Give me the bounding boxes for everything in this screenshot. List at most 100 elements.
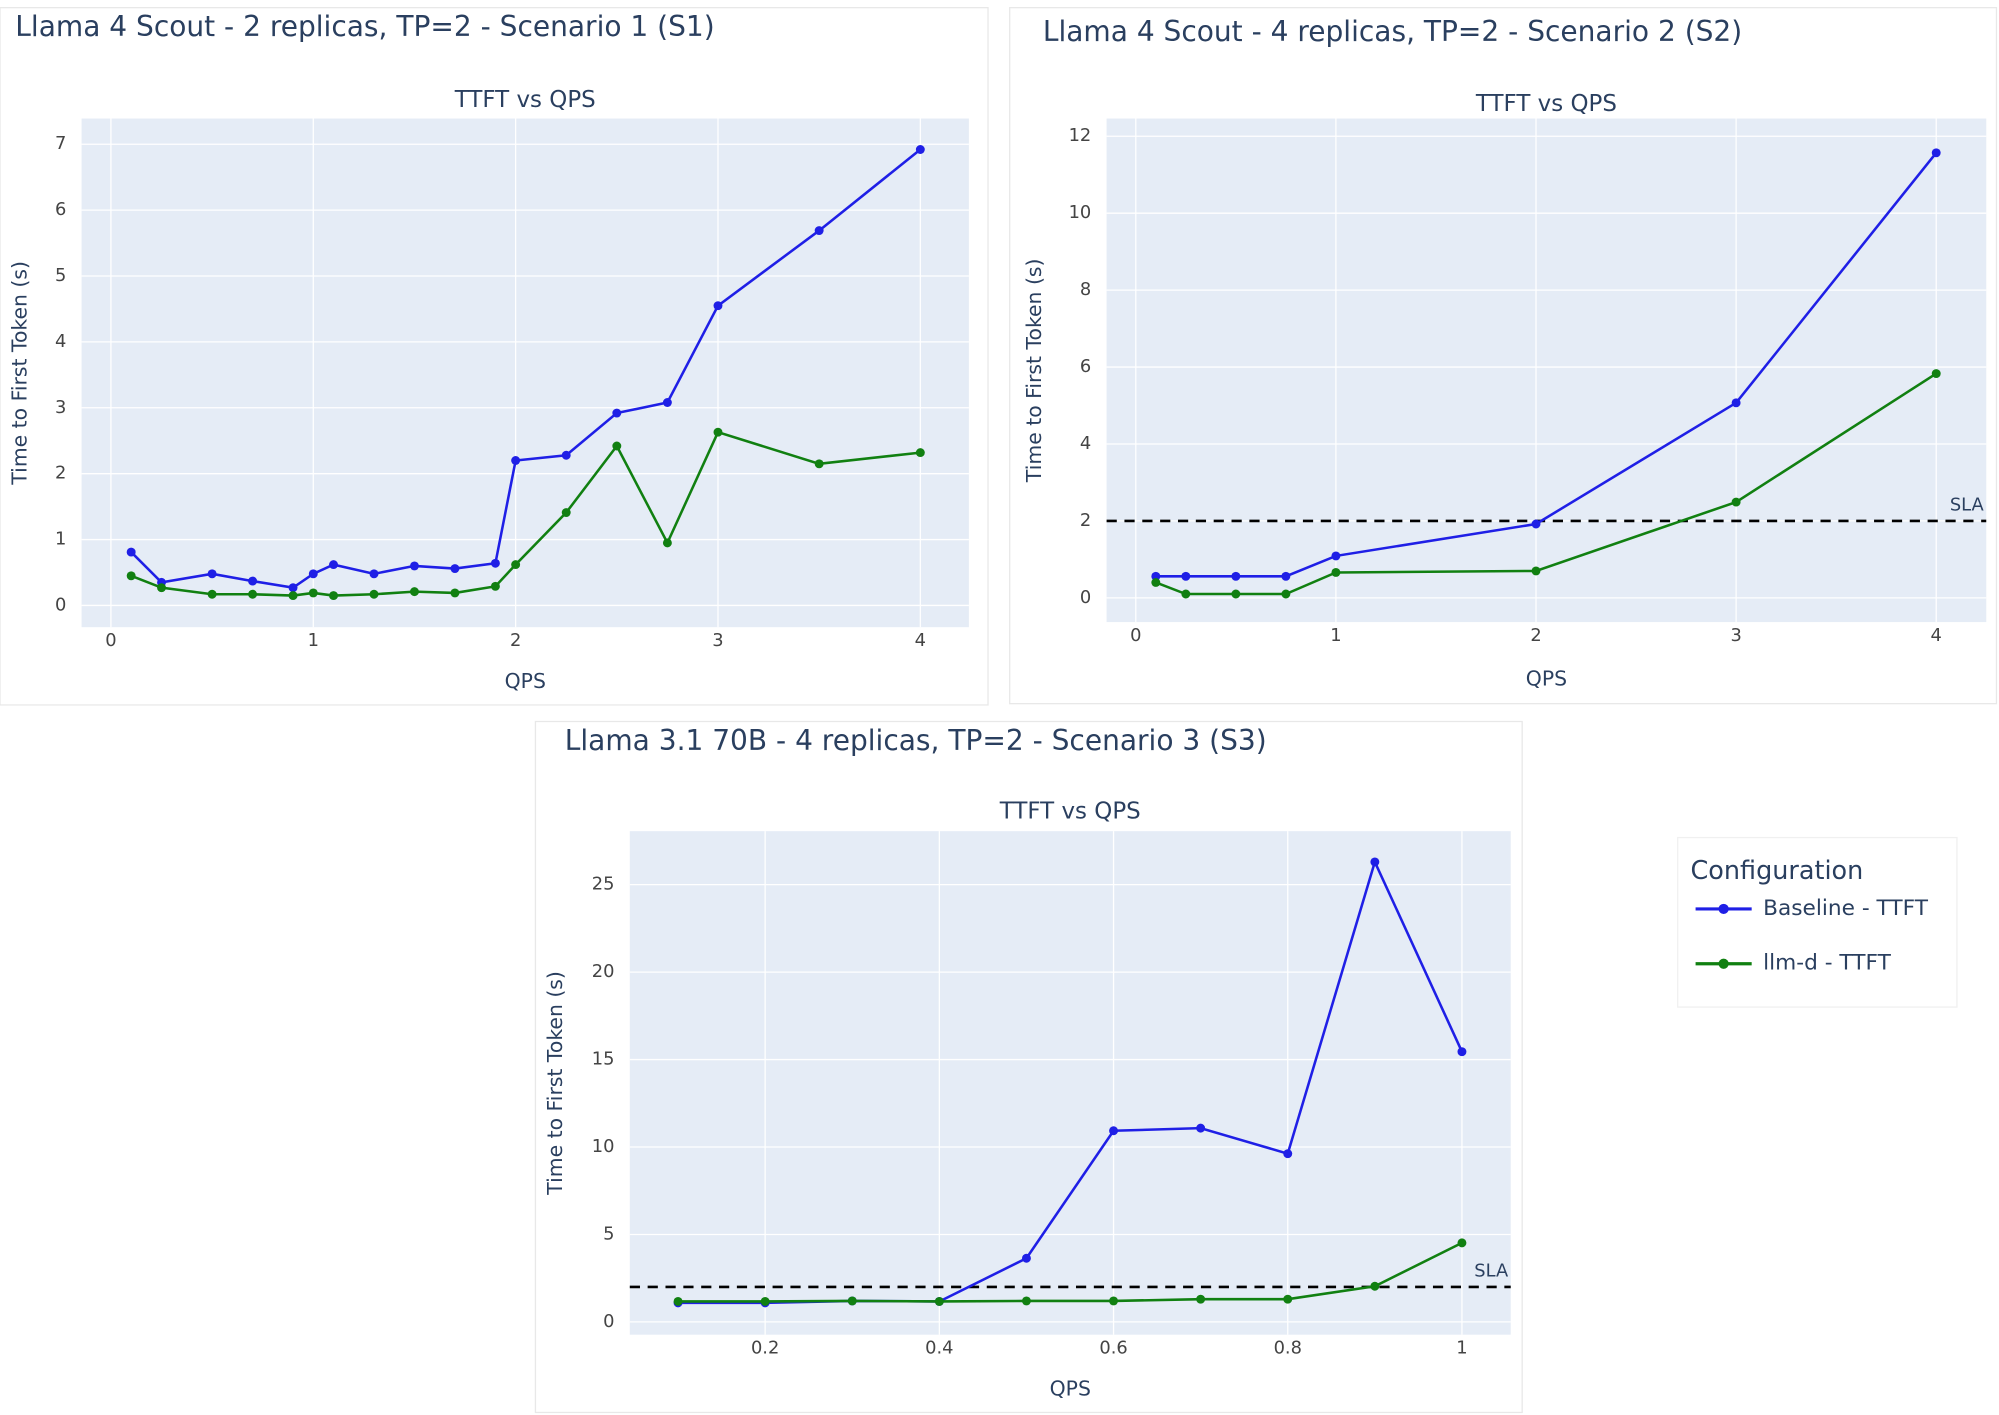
panel-title: Llama 4 Scout - 2 replicas, TP=2 - Scena…	[15, 10, 714, 43]
legend-label: llm-d - TTFT	[1763, 951, 1891, 976]
x-tick-label: 0	[1130, 625, 1141, 646]
data-point	[1196, 1294, 1206, 1304]
data-point	[1231, 571, 1241, 581]
data-point	[662, 398, 672, 407]
data-point	[1151, 571, 1161, 581]
y-tick-label: 6	[1080, 356, 1091, 377]
data-point	[1181, 571, 1191, 581]
data-point	[934, 1296, 944, 1306]
y-axis-label: Time to First Token (s)	[1022, 259, 1046, 484]
data-point	[329, 560, 338, 570]
data-point	[662, 538, 672, 548]
series-line	[1155, 151, 1938, 578]
data-point	[1731, 497, 1741, 507]
data-point	[511, 560, 521, 570]
legend-marker	[1718, 903, 1729, 915]
legend: Configuration Baseline - TTFT llm-d - TTFT	[1677, 836, 1958, 1008]
y-tick-label: 5	[55, 265, 66, 286]
legend-frame	[1677, 836, 1958, 1008]
data-point	[1021, 1253, 1031, 1263]
data-point	[511, 456, 521, 465]
y-tick-label: 5	[603, 1223, 614, 1244]
data-point	[1331, 568, 1341, 577]
data-point	[1370, 857, 1380, 867]
x-tick-label: 4	[1931, 625, 1942, 646]
y-tick-label: 10	[1069, 202, 1092, 223]
data-point	[1281, 589, 1291, 599]
data-point	[915, 448, 925, 458]
data-point	[207, 569, 217, 579]
y-tick-label: 6	[55, 199, 66, 220]
data-point	[1151, 578, 1161, 587]
data-point	[490, 581, 500, 591]
data-point	[1196, 1123, 1206, 1133]
x-tick-label: 0.8	[1274, 1338, 1302, 1359]
legend-label: Baseline - TTFT	[1763, 896, 1929, 921]
data-point	[561, 450, 571, 460]
legend-title: Configuration	[1690, 856, 1863, 886]
data-point	[409, 587, 419, 597]
data-point	[490, 558, 500, 568]
x-tick-label: 2	[510, 630, 521, 651]
data-point	[288, 583, 298, 593]
data-point	[308, 588, 318, 598]
x-tick-label: 1	[1456, 1338, 1467, 1359]
y-tick-label: 15	[592, 1049, 615, 1070]
data-point	[673, 1296, 683, 1306]
data-point	[561, 508, 571, 518]
y-tick-label: 0	[1080, 587, 1091, 608]
data-point	[126, 571, 136, 581]
data-point	[308, 569, 318, 579]
plot-area	[1106, 118, 1987, 623]
y-tick-label: 1	[55, 529, 66, 550]
chart-panel: Llama 4 Scout - 4 replicas, TP=2 - Scena…	[1009, 7, 1998, 705]
y-tick-label: 2	[1080, 510, 1091, 531]
x-tick-label: 0.6	[1099, 1338, 1127, 1359]
data-point	[1281, 571, 1291, 581]
data-point	[126, 547, 136, 557]
reference-label: SLA	[1950, 495, 1985, 516]
data-point	[1109, 1126, 1119, 1136]
series-line	[678, 1241, 1463, 1303]
y-tick-label: 12	[1069, 125, 1092, 146]
y-axis-label: Time to First Token (s)	[543, 971, 567, 1196]
data-point	[369, 569, 379, 579]
data-point	[207, 589, 217, 599]
x-tick-label: 3	[712, 630, 723, 651]
data-point	[1531, 566, 1541, 576]
data-point	[1457, 1047, 1467, 1057]
y-tick-label: 2	[55, 463, 66, 484]
panel-title: Llama 4 Scout - 4 replicas, TP=2 - Scena…	[1043, 15, 1742, 48]
y-tick-label: 0	[603, 1311, 614, 1332]
data-point	[713, 427, 723, 437]
data-point	[1931, 148, 1941, 158]
data-point	[248, 576, 258, 586]
y-tick-label: 20	[592, 961, 615, 982]
chart-title: TTFT vs QPS	[1475, 91, 1617, 117]
series-line	[130, 430, 921, 597]
x-tick-label: 2	[1530, 625, 1541, 646]
chart-panel: Llama 4 Scout - 2 replicas, TP=2 - Scena…	[0, 7, 989, 706]
chart-title: TTFT vs QPS	[999, 799, 1141, 825]
data-point	[450, 564, 460, 574]
plot-area	[629, 831, 1511, 1335]
y-tick-label: 8	[1080, 279, 1091, 300]
y-tick-label: 7	[55, 133, 66, 154]
x-tick-label: 4	[915, 630, 926, 651]
x-tick-label: 0.4	[925, 1338, 953, 1359]
data-point	[1731, 398, 1741, 408]
data-point	[1370, 1281, 1380, 1291]
data-point	[612, 408, 622, 418]
data-point	[157, 583, 166, 593]
x-tick-label: 3	[1730, 625, 1741, 646]
series-line	[130, 148, 922, 589]
data-point	[1931, 369, 1941, 379]
x-axis-label: QPS	[1526, 666, 1567, 690]
data-point	[760, 1296, 770, 1306]
plot-area	[81, 118, 969, 628]
chart-panel: Llama 3.1 70B - 4 replicas, TP=2 - Scena…	[534, 720, 1523, 1414]
data-point	[713, 301, 723, 311]
series-line	[1155, 372, 1937, 596]
data-point	[814, 226, 824, 236]
